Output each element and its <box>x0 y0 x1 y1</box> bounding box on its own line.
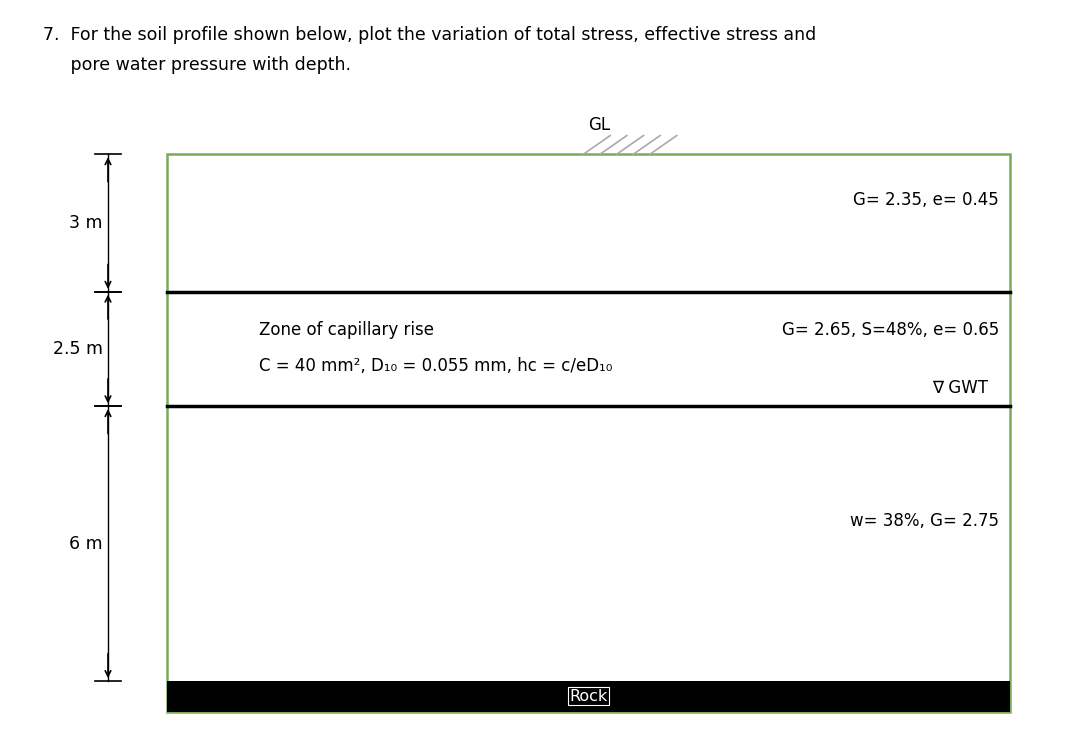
Text: G= 2.65, S=48%, e= 0.65: G= 2.65, S=48%, e= 0.65 <box>782 321 999 339</box>
Text: GL: GL <box>589 116 610 134</box>
Text: w= 38%, G= 2.75: w= 38%, G= 2.75 <box>850 512 999 530</box>
Text: 6 m: 6 m <box>69 535 103 553</box>
Text: 2.5 m: 2.5 m <box>53 340 103 358</box>
Text: pore water pressure with depth.: pore water pressure with depth. <box>43 56 351 75</box>
Text: 3 m: 3 m <box>69 214 103 232</box>
Text: Rock: Rock <box>569 689 608 704</box>
Bar <box>167 681 1010 712</box>
Text: G= 2.35, e= 0.45: G= 2.35, e= 0.45 <box>853 191 999 209</box>
Text: C = 40 mm², D₁₀ = 0.055 mm, hc = c/eD₁₀: C = 40 mm², D₁₀ = 0.055 mm, hc = c/eD₁₀ <box>259 356 612 374</box>
Text: Zone of capillary rise: Zone of capillary rise <box>259 321 434 339</box>
FancyBboxPatch shape <box>167 154 1010 712</box>
Text: 7.  For the soil profile shown below, plot the variation of total stress, effect: 7. For the soil profile shown below, plo… <box>43 26 816 44</box>
Text: ∇ GWT: ∇ GWT <box>932 380 988 397</box>
